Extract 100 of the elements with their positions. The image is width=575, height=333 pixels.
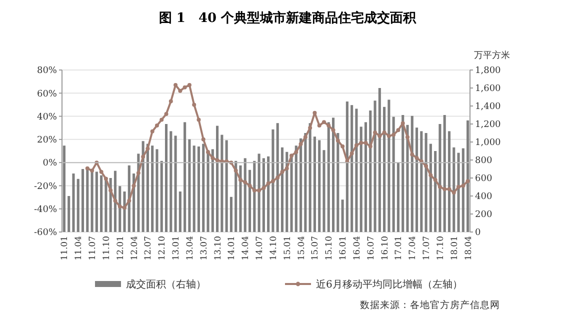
bar (438, 124, 442, 232)
bar (151, 146, 154, 232)
y2-tick-label: 1,200 (475, 120, 502, 130)
bar (294, 146, 298, 232)
bar (216, 126, 219, 232)
x-tick-label: 17.10 (436, 236, 446, 260)
x-tick-label: 17.04 (408, 236, 418, 260)
bar (406, 124, 409, 232)
bar (457, 152, 460, 232)
bar (248, 170, 252, 232)
x-tick-label: 17.01 (394, 236, 404, 260)
bar (308, 123, 312, 232)
bar (424, 133, 428, 232)
bar (62, 146, 66, 232)
x-tick-label: 16.10 (380, 236, 390, 260)
bar (378, 88, 381, 232)
x-tick-label: 16.01 (338, 236, 349, 260)
bar (322, 150, 326, 232)
bar (402, 115, 404, 232)
x-tick-label: 16.07 (366, 236, 376, 260)
y2-tick-label: 200 (475, 210, 492, 220)
x-tick-label: 14.10 (268, 236, 279, 260)
x-tick-label: 11.01 (60, 236, 70, 260)
bar (184, 122, 186, 232)
bar (174, 136, 177, 232)
bar (336, 133, 340, 232)
bar (286, 152, 288, 232)
bar (276, 123, 279, 232)
legend-label: 近6月移动平均同比增幅（左轴） (316, 278, 462, 290)
y2-tick-label: 1,800 (475, 66, 502, 76)
bar (388, 100, 390, 232)
chart-title: 图 1 40 个典型城市新建商品住宅成交面积 (158, 10, 418, 26)
bar (332, 118, 335, 232)
bar (220, 134, 224, 232)
y2-tick-label: 1,600 (475, 84, 502, 94)
bar (258, 154, 260, 232)
bar (355, 108, 358, 232)
bar (392, 116, 395, 232)
bar (443, 115, 446, 232)
x-tick-label: 11.07 (88, 236, 98, 260)
bar (313, 136, 316, 232)
x-tick-label: 15.01 (282, 236, 293, 260)
bar (396, 162, 400, 232)
x-tick-label: 15.07 (310, 236, 321, 260)
y-tick-label: 40% (36, 112, 58, 122)
bar (164, 124, 168, 232)
bar (420, 131, 423, 232)
y-tick-label: 80% (36, 66, 58, 76)
y2-tick-label: 1,400 (475, 102, 502, 112)
bar (146, 144, 149, 232)
y2-tick-label: 0 (475, 228, 481, 238)
x-tick-label: 12.04 (130, 236, 140, 260)
bar (415, 128, 418, 232)
bar (304, 133, 307, 232)
x-tick-label: 18.04 (464, 236, 474, 260)
bar (197, 146, 200, 232)
bar (327, 122, 330, 232)
y2-tick-label: 800 (475, 156, 492, 166)
bar (160, 160, 163, 232)
bar (178, 192, 182, 232)
x-tick-label: 15.04 (296, 236, 307, 260)
bar (202, 144, 205, 232)
x-tick-label: 11.04 (74, 236, 84, 260)
bar (230, 196, 232, 232)
bar (369, 110, 372, 232)
bar (253, 160, 256, 232)
bar (170, 131, 172, 232)
y-tick-label: 60% (36, 89, 58, 100)
x-tick-label: 16.04 (352, 236, 362, 260)
source-note: 数据来源：各地官方房产信息网 (360, 299, 500, 311)
bar (280, 147, 284, 232)
x-tick-label: 13.04 (185, 236, 196, 260)
bar (244, 158, 246, 232)
x-tick-label: 12.01 (116, 236, 126, 260)
y2-tick-label: 400 (475, 192, 492, 202)
x-tick-label: 13.01 (172, 236, 182, 260)
bar (374, 100, 376, 232)
y2-axis-title: 万平方米 (474, 50, 510, 61)
bar (462, 148, 464, 232)
bar (434, 151, 437, 232)
bar (383, 106, 386, 232)
y-tick-label: -60% (34, 228, 58, 238)
x-tick-label: 17.07 (422, 236, 432, 260)
bar (360, 126, 362, 232)
bar (364, 122, 368, 232)
y-tick-label: 20% (36, 136, 58, 146)
x-tick-label: 14.04 (241, 236, 252, 260)
x-tick-label: 14.07 (255, 236, 266, 260)
bar (318, 140, 321, 232)
bar (452, 147, 456, 232)
x-tick-label: 13.10 (213, 236, 224, 260)
bar (225, 140, 228, 232)
bar (206, 150, 210, 232)
bar (72, 174, 75, 232)
x-tick-label: 12.07 (144, 236, 154, 260)
bar (300, 138, 302, 232)
bar (341, 200, 344, 232)
x-tick-label: 13.07 (199, 236, 210, 260)
bar (410, 116, 414, 232)
bar (267, 156, 270, 232)
